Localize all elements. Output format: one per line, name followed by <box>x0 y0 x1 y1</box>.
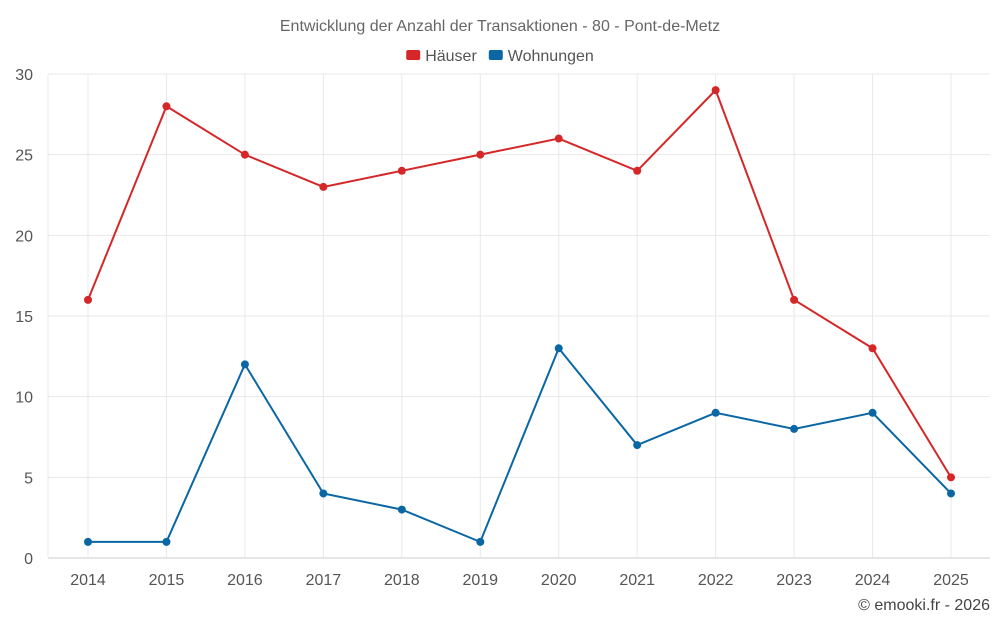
x-tick-label: 2016 <box>227 572 263 589</box>
data-point[interactable] <box>711 408 720 417</box>
series-line <box>87 88 952 478</box>
data-point[interactable] <box>868 408 877 417</box>
x-tick-label: 2025 <box>933 572 969 589</box>
y-tick-label: 0 <box>24 551 33 568</box>
legend-label: Häuser <box>425 48 477 65</box>
data-point[interactable] <box>947 489 955 498</box>
x-tick-label: 2021 <box>619 572 655 589</box>
data-point[interactable] <box>397 505 406 514</box>
x-tick-label: 2015 <box>149 572 185 589</box>
y-tick-label: 20 <box>15 228 33 245</box>
data-point[interactable] <box>947 473 955 482</box>
chart-legend: Häuser Wohnungen <box>406 48 594 65</box>
y-tick-label: 25 <box>15 148 33 165</box>
data-point[interactable] <box>397 166 406 175</box>
data-point[interactable] <box>476 150 485 159</box>
legend-label: Wohnungen <box>508 48 594 65</box>
legend-swatch <box>488 50 503 60</box>
data-point[interactable] <box>790 295 799 304</box>
y-tick-label: 30 <box>15 67 33 84</box>
data-point[interactable] <box>162 102 171 111</box>
x-tick-label: 2020 <box>541 572 577 589</box>
y-tick-label: 10 <box>15 390 33 407</box>
series-layer <box>84 86 955 546</box>
data-point[interactable] <box>162 537 171 546</box>
series-wohnungen <box>84 344 955 546</box>
data-point[interactable] <box>319 489 328 498</box>
data-point[interactable] <box>84 295 92 304</box>
x-tick-label: 2018 <box>384 572 420 589</box>
series-line <box>88 346 952 544</box>
data-point[interactable] <box>868 344 877 353</box>
series-häuser <box>84 86 955 482</box>
data-point[interactable] <box>240 360 249 369</box>
data-point[interactable] <box>240 150 249 159</box>
grid-lines <box>47 73 990 559</box>
data-point[interactable] <box>476 537 485 546</box>
data-point[interactable] <box>790 424 799 433</box>
legend-swatch <box>406 50 421 60</box>
data-point[interactable] <box>554 134 563 143</box>
x-tick-label: 2019 <box>462 572 498 589</box>
data-point[interactable] <box>554 344 563 353</box>
x-axis: 2014 2015 2016 2017 2018 2019 2020 2021 2022 2023… <box>70 572 969 589</box>
x-tick-label: 2014 <box>70 572 106 589</box>
legend-item-häuser[interactable]: Häuser <box>406 48 477 65</box>
y-tick-label: 15 <box>15 309 33 326</box>
x-tick-label: 2022 <box>698 572 734 589</box>
chart-title: Entwicklung der Anzahl der Transaktionen… <box>280 18 720 35</box>
y-axis: 0 5 10 15 20 25 30 <box>15 67 33 568</box>
data-point[interactable] <box>711 86 720 95</box>
data-point[interactable] <box>633 441 642 450</box>
x-tick-label: 2017 <box>306 572 342 589</box>
legend-item-wohnungen[interactable]: Wohnungen <box>488 48 594 65</box>
credit-text: © emooki.fr - 2026 <box>858 597 990 614</box>
data-point[interactable] <box>319 182 328 191</box>
y-tick-label: 5 <box>24 470 33 487</box>
data-point[interactable] <box>84 537 92 546</box>
data-point[interactable] <box>633 166 642 175</box>
x-tick-label: 2024 <box>855 572 891 589</box>
x-tick-label: 2023 <box>776 572 812 589</box>
